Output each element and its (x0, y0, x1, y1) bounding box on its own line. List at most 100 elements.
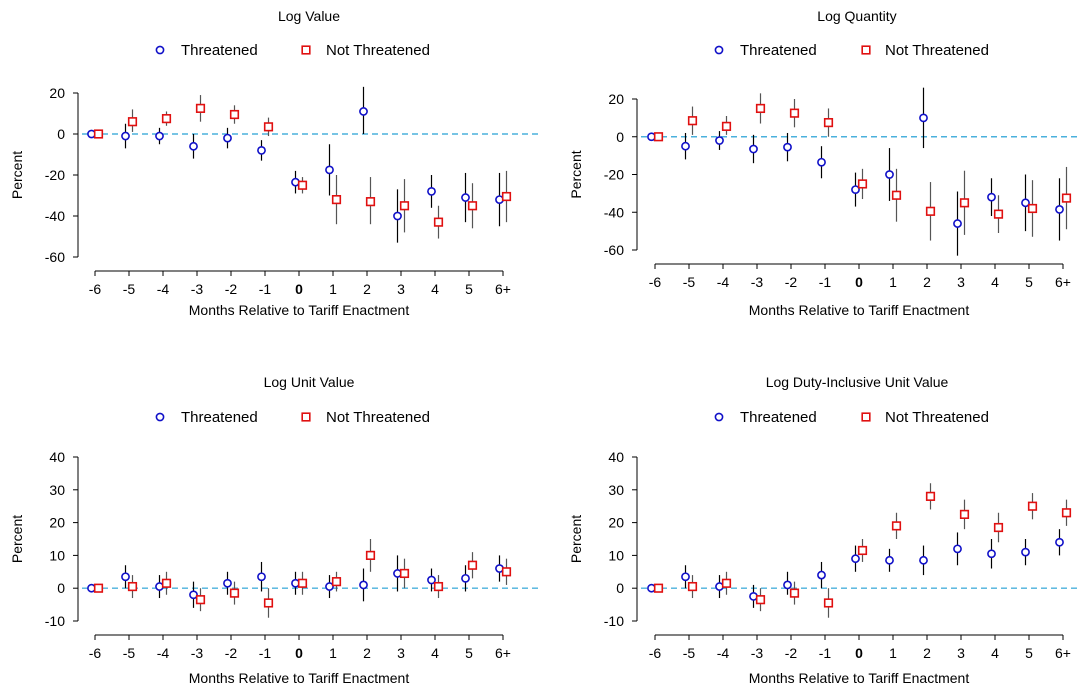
point-not-threatened (501, 191, 512, 202)
x-tick-label: -5 (683, 645, 696, 661)
point-not-threatened (721, 121, 732, 131)
y-tick-label: 20 (49, 515, 65, 531)
point-threatened (817, 157, 826, 167)
point-threatened (885, 555, 894, 565)
x-tick-label: -2 (225, 645, 238, 661)
x-tick-label: 4 (991, 645, 999, 661)
x-tick-label: -4 (717, 645, 730, 661)
y-tick-label: 20 (49, 85, 65, 101)
x-tick-label: 4 (431, 645, 439, 661)
x-tick-label: 0 (855, 274, 863, 290)
point-threatened (359, 580, 368, 590)
point-not-threatened (959, 198, 970, 208)
x-tick-label: -2 (785, 274, 798, 290)
point-threatened (851, 554, 860, 564)
point-not-threatened (331, 577, 342, 587)
point-not-threatened (891, 190, 902, 200)
legend-marker-not-threatened (301, 412, 311, 422)
x-tick-label: -4 (157, 281, 170, 297)
point-not-threatened (687, 116, 698, 126)
y-axis-title: Percent (9, 151, 25, 199)
legend-label-threatened: Threatened (181, 409, 258, 426)
point-not-threatened (331, 195, 342, 205)
point-not-threatened (501, 567, 512, 577)
point-not-threatened (467, 201, 478, 211)
point-threatened (325, 165, 334, 175)
x-tick-label: 1 (329, 281, 337, 297)
legend-marker-threatened (714, 45, 724, 55)
x-tick-label: -2 (785, 645, 798, 661)
point-not-threatened (755, 103, 766, 114)
point-not-threatened (161, 114, 172, 124)
point-not-threatened (823, 117, 834, 128)
point-not-threatened (297, 180, 308, 190)
y-tick-label: 40 (49, 449, 65, 465)
y-tick-label: -40 (45, 208, 65, 224)
chart-title: Log Quantity (817, 8, 896, 24)
point-not-threatened (365, 197, 376, 207)
x-tick-label: -3 (751, 274, 764, 290)
point-not-threatened (127, 581, 138, 592)
point-threatened (919, 113, 928, 123)
point-not-threatened (161, 578, 172, 588)
point-threatened (121, 572, 130, 582)
point-not-threatened (93, 129, 104, 139)
point-not-threatened (433, 217, 444, 227)
point-threatened (817, 570, 826, 580)
y-tick-label: 30 (608, 482, 624, 498)
y-tick-label: 0 (616, 129, 624, 145)
y-tick-label: 0 (616, 580, 624, 596)
x-tick-label: -4 (157, 645, 170, 661)
y-tick-label: -40 (604, 204, 624, 220)
x-tick-label: 3 (957, 274, 965, 290)
x-tick-label: 5 (1025, 645, 1033, 661)
point-not-threatened (925, 491, 936, 501)
x-tick-label: 2 (923, 645, 931, 661)
point-threatened (257, 572, 266, 582)
y-tick-label: 0 (57, 580, 65, 596)
point-not-threatened (127, 117, 138, 127)
point-not-threatened (399, 568, 410, 579)
chart-title: Log Unit Value (264, 374, 355, 390)
point-threatened (1021, 547, 1030, 557)
point-not-threatened (263, 598, 274, 608)
point-not-threatened (1061, 193, 1072, 203)
x-axis-title: Months Relative to Tariff Enactment (749, 302, 970, 318)
legend-marker-not-threatened (301, 45, 311, 55)
legend-label-threatened: Threatened (740, 409, 817, 426)
point-not-threatened (195, 103, 206, 113)
x-tick-label: 6+ (495, 645, 511, 661)
x-tick-label: 6+ (1055, 645, 1071, 661)
y-axis-title: Percent (568, 515, 584, 563)
x-tick-label: 4 (431, 281, 439, 297)
point-threatened (257, 145, 266, 155)
legend-label-not-threatened: Not Threatened (885, 42, 989, 59)
point-not-threatened (1061, 508, 1072, 518)
x-tick-label: 3 (397, 281, 405, 297)
x-tick-label: 4 (991, 274, 999, 290)
x-tick-label: 6+ (495, 281, 511, 297)
y-tick-label: -10 (604, 613, 624, 629)
point-threatened (1021, 198, 1030, 208)
point-threatened (461, 573, 470, 583)
point-threatened (121, 131, 130, 141)
point-threatened (783, 142, 792, 152)
point-not-threatened (789, 108, 800, 118)
chart-title: Log Duty-Inclusive Unit Value (766, 374, 949, 390)
point-not-threatened (959, 509, 970, 520)
x-tick-label: 5 (465, 281, 473, 297)
point-not-threatened (263, 122, 274, 132)
x-tick-label: -4 (717, 274, 730, 290)
point-not-threatened (93, 583, 104, 593)
point-not-threatened (789, 588, 800, 598)
point-threatened (987, 549, 996, 559)
x-tick-label: 3 (397, 645, 405, 661)
y-axis-title: Percent (9, 515, 25, 563)
y-tick-label: -60 (45, 249, 65, 265)
x-tick-label: 5 (465, 645, 473, 661)
point-threatened (715, 136, 724, 145)
point-threatened (953, 544, 962, 554)
x-tick-label: -1 (259, 645, 272, 661)
point-not-threatened (399, 201, 410, 211)
point-threatened (189, 590, 198, 600)
